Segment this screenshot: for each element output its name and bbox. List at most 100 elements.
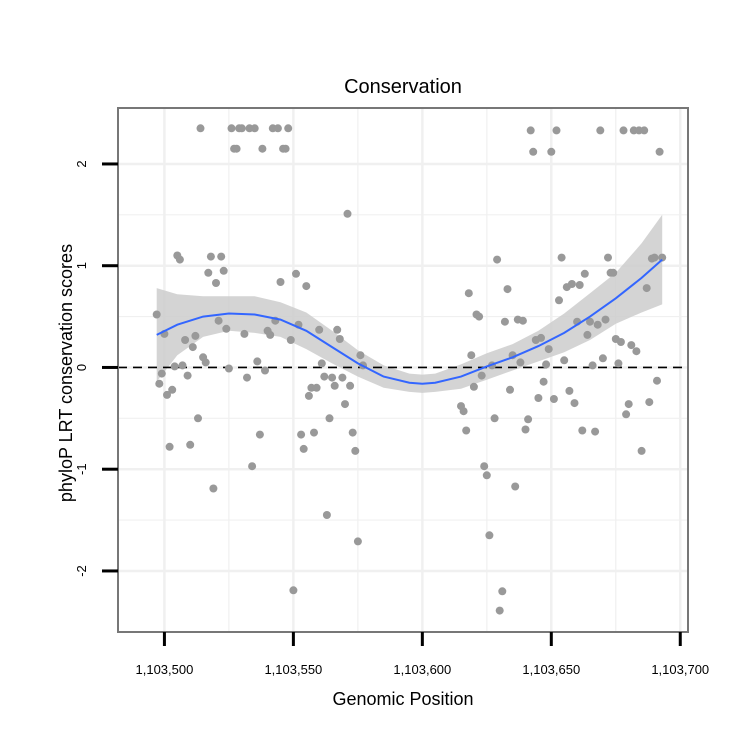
data-point (224, 364, 233, 373)
data-point (155, 379, 164, 388)
data-point (547, 147, 556, 156)
data-point (209, 484, 218, 493)
data-point (181, 336, 190, 344)
data-point (601, 315, 610, 324)
data-point (567, 280, 576, 288)
data-point (524, 415, 533, 424)
data-point (490, 414, 499, 423)
y-axis-title: phyloP LRT conservation scores (56, 244, 76, 502)
data-point (299, 444, 308, 453)
data-point (493, 255, 502, 264)
data-point (175, 255, 184, 264)
data-point (258, 144, 267, 153)
data-point (614, 359, 623, 368)
data-point (500, 317, 509, 326)
data-point (575, 281, 584, 289)
data-point (588, 361, 597, 370)
data-point (511, 482, 520, 491)
data-point (542, 360, 551, 369)
x-axis-title: Genomic Position (332, 689, 473, 709)
data-point (570, 399, 579, 408)
data-point (650, 253, 659, 262)
data-point (485, 531, 494, 540)
data-point (284, 124, 293, 133)
y-tick-label: -2 (74, 565, 89, 577)
grid (118, 108, 688, 632)
data-point (338, 373, 347, 382)
data-point (152, 310, 161, 319)
data-point (640, 126, 649, 135)
data-point (163, 390, 171, 399)
data-point (609, 268, 618, 277)
data-point (330, 381, 339, 390)
data-point (521, 425, 530, 434)
data-point (170, 362, 179, 371)
data-point (273, 124, 282, 133)
data-point (232, 144, 241, 153)
data-point (281, 144, 290, 153)
y-tick-label: 1 (74, 262, 89, 269)
data-point (518, 316, 527, 325)
data-point (506, 385, 514, 394)
data-point (351, 446, 360, 455)
data-point (578, 426, 587, 435)
data-point (464, 289, 473, 298)
chart-title: Conservation (344, 76, 462, 98)
data-point (516, 358, 525, 367)
data-point (206, 252, 215, 261)
data-point (619, 126, 628, 135)
data-point (348, 428, 357, 437)
data-point (196, 124, 205, 133)
data-point (212, 279, 220, 287)
data-point (495, 606, 504, 615)
data-points (152, 124, 667, 615)
data-point (289, 586, 298, 595)
data-point (459, 407, 468, 416)
data-point (622, 410, 631, 419)
data-point (537, 333, 545, 342)
data-point (552, 126, 561, 135)
data-point (534, 394, 543, 402)
data-point (560, 356, 569, 365)
data-point (178, 361, 187, 370)
data-point (467, 351, 476, 360)
data-point (593, 320, 602, 329)
confidence-band (156, 214, 663, 393)
data-point (276, 278, 285, 286)
data-point (469, 382, 478, 391)
data-point (335, 335, 344, 343)
data-point (186, 440, 195, 449)
x-axis: 1,103,500 1,103,550 1,103,600 1,103,650 1,10… (136, 632, 709, 677)
data-point (248, 462, 257, 471)
data-point (333, 325, 342, 334)
data-point (204, 268, 213, 277)
data-point (526, 126, 535, 135)
data-point (261, 366, 269, 375)
data-point (266, 330, 275, 339)
data-point (297, 430, 306, 439)
data-point (475, 312, 484, 321)
data-point (356, 351, 365, 360)
data-point (480, 462, 489, 471)
data-point (194, 414, 202, 423)
data-point (642, 284, 651, 293)
data-point (637, 446, 646, 455)
y-axis: -2 -1 0 1 2 (74, 160, 118, 577)
data-point (214, 316, 223, 325)
data-point (482, 471, 491, 480)
data-point (227, 124, 236, 133)
data-point (165, 442, 174, 451)
data-point (286, 336, 295, 344)
data-point (624, 400, 633, 409)
data-point (653, 376, 661, 385)
data-point (549, 395, 558, 403)
data-point (157, 369, 166, 378)
data-point (322, 511, 331, 519)
data-point (655, 147, 664, 156)
data-point (183, 371, 192, 380)
y-tick-label: 0 (74, 364, 89, 371)
x-tick-label: 1,103,550 (264, 662, 322, 677)
x-tick-label: 1,103,700 (651, 662, 709, 677)
data-point (343, 209, 352, 218)
x-tick-label: 1,103,500 (136, 662, 194, 677)
